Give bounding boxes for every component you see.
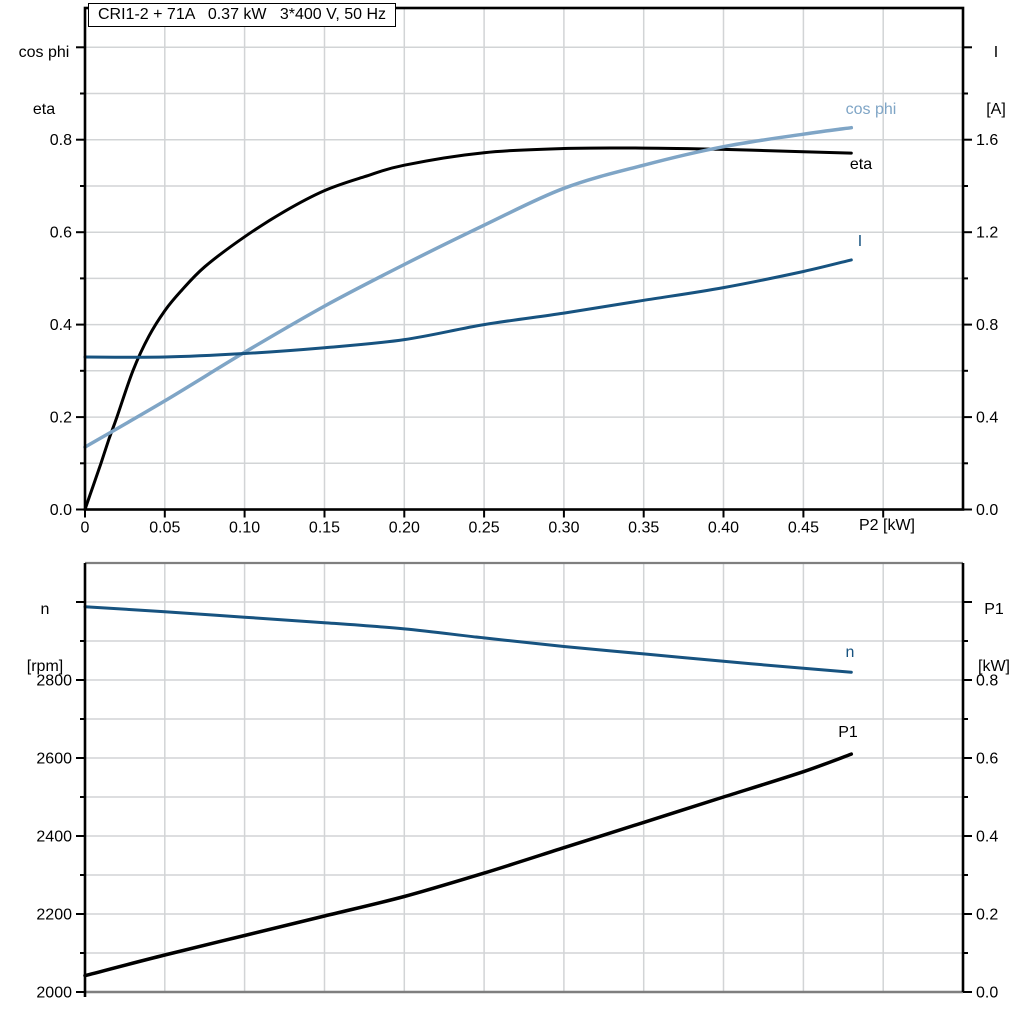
right-axis-title-line1: I [993,44,999,61]
top-right-tick-label: 0.4 [976,410,998,427]
x-tick-label: 0.40 [708,520,739,537]
top-left-tick-label: 0.6 [50,225,72,242]
x-tick-label: 0.25 [469,520,500,537]
bottom-left-tick-label: 2200 [36,907,72,924]
bottom-right-tick-label: 0.6 [976,751,998,768]
speed-axis-title-line1: n [40,601,50,618]
left-axis-title-line2: eta [32,101,56,118]
cos-phi-curve-label: cos phi [845,101,897,118]
x-tick-label: 0.45 [788,520,819,537]
bottom-left-tick-label: 2600 [36,751,72,768]
speed-axis-title-line2: [rpm] [26,658,64,675]
panel-bottom: 2000 2200 2400 2600 2800 0.0 0.2 0.4 0.6 0.8 [36,561,998,1002]
top-right-tick-label: 0.0 [976,502,998,519]
top-panel-frame [83,6,965,511]
bottom-right-tick-label: 0.2 [976,907,998,924]
eta-curve-label: eta [849,156,873,173]
x-tick-label: 0.10 [229,520,260,537]
x-tick-label: 0.30 [548,520,579,537]
top-right-axis-title: I [A] [968,5,1024,157]
bottom-left-tick-label: 2000 [36,985,72,1002]
right-axis-title-line2: [A] [986,101,1006,118]
x-tick-label: 0.15 [309,520,340,537]
bottom-left-tick-label: 2400 [36,829,72,846]
power-axis-title-line1: P1 [984,601,1004,618]
panel-top: 0.0 0.2 0.4 0.6 0.8 0.0 0.4 0.8 1.2 1.6 0 0.05 0.10 0… [50,6,998,537]
top-left-tick-label: 0.4 [50,317,72,334]
top-left-tick-label: 0.2 [50,410,72,427]
bottom-right-tick-label: 0.4 [976,829,998,846]
top-right-tick-label: 0.8 [976,317,998,334]
bottom-curve-P1 [83,752,854,978]
top-left-axis-title: cos phi eta [6,5,82,157]
top-x-axis [84,509,885,518]
top-right-tick-label: 1.6 [976,132,998,149]
top-curve-cos-phi [83,125,854,449]
speed-curve-label: n [845,644,855,661]
left-axis-title-line1: cos phi [18,44,70,61]
top-left-tick-label: 0.8 [50,132,72,149]
x-tick-label: 0 [81,520,90,537]
top-left-tick-label: 0.0 [50,502,72,519]
top-gridlines [85,8,963,510]
x-tick-label: 0.35 [628,520,659,537]
bottom-gridlines [85,563,963,992]
top-right-axis [963,46,972,511]
top-right-tick-label: 1.2 [976,225,998,242]
current-curve-label: I [857,233,863,250]
bottom-curve-n [83,605,853,674]
bottom-right-tick-label: 0.8 [976,673,998,690]
x-tick-label: 0.05 [149,520,180,537]
power-axis-title-line2: [kW] [978,658,1010,675]
chart-title-box: CRI1-2 + 71A 0.37 kW 3*400 V, 50 Hz [88,3,397,27]
top-curve-I [83,258,853,359]
bottom-right-tick-label: 0.0 [976,985,998,1002]
bottom-left-axis [76,601,85,993]
bottom-panel-frame [83,561,965,997]
bottom-left-axis-title: n [rpm] [8,562,82,714]
x-tick-label: 0.20 [389,520,420,537]
bottom-right-axis-title: P1 [kW] [964,562,1024,714]
x-axis-label: P2 [kW] [858,517,915,534]
bottom-left-tick-label: 2800 [36,673,72,690]
power-curve-label: P1 [838,724,858,741]
bottom-right-axis [963,601,972,993]
top-left-axis [76,46,85,511]
